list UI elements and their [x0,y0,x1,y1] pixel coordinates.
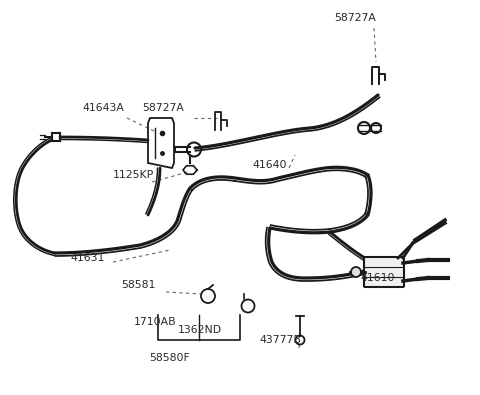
Text: 41631: 41631 [71,253,105,263]
Text: 58580F: 58580F [150,353,191,363]
Text: 58727A: 58727A [334,13,376,23]
Text: 58581: 58581 [121,280,155,290]
Text: 43777B: 43777B [259,335,301,345]
Text: 41640: 41640 [253,160,287,170]
Circle shape [351,267,361,277]
Text: 1362ND: 1362ND [178,325,222,335]
FancyBboxPatch shape [364,257,404,287]
Text: 1125KP: 1125KP [112,170,154,180]
Text: 1710AB: 1710AB [134,317,176,327]
Text: 58727A: 58727A [142,103,184,113]
Text: 41610: 41610 [361,273,395,283]
Text: 41643A: 41643A [82,103,124,113]
